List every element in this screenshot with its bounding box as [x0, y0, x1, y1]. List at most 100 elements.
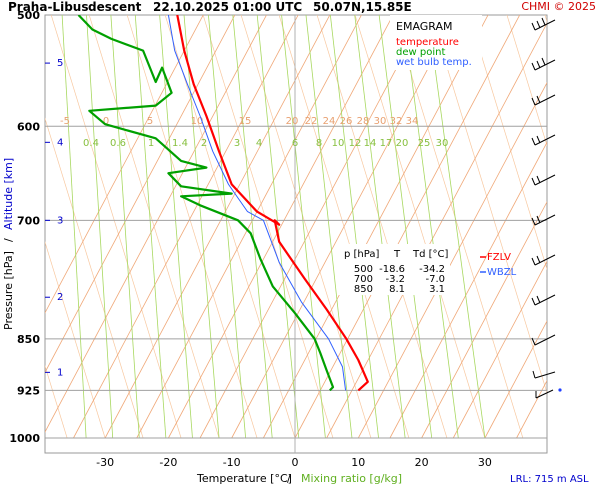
lrl-label: LRL: 715 m ASL: [510, 474, 589, 485]
dry-adiabat: [50, 15, 182, 439]
table-cell: 8.1: [389, 284, 405, 295]
table-cell: -7.0: [425, 274, 445, 285]
table-cell: -18.6: [379, 264, 405, 275]
mixing-ratio-label: 1.4: [172, 138, 188, 149]
mixing-ratio-line: [354, 15, 406, 439]
isotherm-line: [45, 15, 267, 433]
isotherm-line: [262, 15, 489, 439]
legend-title: EMAGRAM: [396, 20, 453, 33]
header-mode: descent: [88, 0, 142, 14]
plot-frame: [44, 14, 548, 454]
dry-adiabat: [45, 241, 106, 439]
mixing-ratio-label: 0.6: [110, 138, 126, 149]
pressure-tick-label: 850: [17, 333, 40, 346]
ylabel-pressure: Pressure [hPa]: [2, 251, 15, 330]
dry-adiabat: [468, 15, 547, 271]
table-cell: -34.2: [419, 264, 445, 275]
mixing-ratio-line: [208, 15, 247, 439]
pressure-tick-label: 925: [17, 384, 40, 397]
isotherm-line: [199, 15, 426, 439]
wind-barb: [531, 254, 556, 266]
isotherm-line: [294, 15, 521, 439]
temperature-tick-label: 20: [415, 456, 429, 469]
temperature-tick-label: -10: [223, 456, 241, 469]
wind-barb: [531, 134, 556, 146]
temperature-tick-label: 0: [292, 456, 299, 469]
table-header-t: T: [393, 249, 401, 260]
table-cell: 700: [354, 274, 373, 285]
mixing-ratio-line: [256, 15, 300, 439]
header-station: Praha-Libus: [8, 0, 88, 14]
wind-barb: [531, 57, 556, 71]
mixing-ratio-line: [134, 15, 167, 439]
isotherm-line: [326, 22, 547, 439]
isotherm-label: 26: [340, 116, 353, 127]
mixing-ratio-label: 8: [316, 138, 322, 149]
dry-adiabat: [316, 15, 448, 439]
isotherm-label: 15: [239, 116, 252, 127]
xlabel-sep: /: [287, 472, 291, 485]
mixing-ratio-label: 2: [201, 138, 207, 149]
temperature-tick-label: 30: [478, 456, 492, 469]
mixing-ratio-line: [183, 15, 220, 439]
wind-barb: [531, 334, 556, 346]
isotherm-line: [45, 15, 204, 314]
temperature-tick-label: 10: [351, 456, 365, 469]
legend: EMAGRAM temperature dew point wet bulb t…: [390, 15, 482, 70]
dry-adiabat: [430, 15, 547, 395]
mixing-ratio-label: 3: [234, 138, 240, 149]
isolines: [45, 5, 600, 439]
isotherm-label: 32: [390, 116, 403, 127]
wind-barb: [531, 214, 556, 226]
dry-adiabat: [88, 15, 220, 439]
mixing-ratio-line: [403, 15, 459, 439]
isotherm-line: [421, 201, 547, 439]
isotherm-line: [389, 141, 547, 439]
temperature-tick-label: -30: [96, 456, 114, 469]
pressure-tick-label: 600: [17, 120, 40, 133]
dry-adiabat: [45, 117, 144, 439]
pressure-tick-label: 1000: [9, 432, 40, 445]
mixing-ratio-label: 12: [349, 138, 362, 149]
mixing-ratio-label: 6: [292, 138, 298, 149]
xlabel-mixing-ratio: Mixing ratio [g/kg]: [301, 472, 402, 485]
isotherm-line: [231, 15, 457, 439]
isotherm-line: [548, 5, 600, 438]
mixing-ratio-label: 4: [256, 138, 262, 149]
mixing-ratio-line: [232, 15, 273, 439]
table-cell: 850: [354, 284, 373, 295]
legend-wet-bulb: wet bulb temp.: [396, 57, 472, 68]
legend-dew-point: dew point: [396, 47, 445, 58]
mixing-ratio-line: [86, 15, 114, 439]
isotherm-label: 30: [374, 116, 387, 127]
isotherm-label: 28: [357, 116, 370, 127]
altitude-tick-label: 3: [57, 215, 63, 226]
altitude-tick-label: 5: [57, 58, 63, 69]
level-table-box: [338, 244, 450, 295]
isotherm-line: [168, 15, 394, 439]
table-header-p: p [hPa]: [344, 249, 379, 260]
copyright: CHMI © 2025: [521, 0, 596, 13]
legend-box: [390, 15, 482, 70]
wind-barb: [535, 388, 562, 399]
legend-temperature: temperature: [396, 37, 459, 48]
mixing-ratio-label: 14: [364, 138, 377, 149]
mixing-ratio-label: 10: [332, 138, 345, 149]
isotherm-label: 24: [323, 116, 336, 127]
profile-dew-point: [77, 15, 335, 392]
isotherm-label: 10: [191, 116, 204, 127]
wbzl-label: WBZL: [487, 267, 517, 278]
level-table: p [hPa] T Td [°C] 500 -18.6 -34.2 700 -3…: [338, 244, 450, 295]
header-datetime: 22.10.2025 01:00 UTC: [153, 0, 302, 14]
mixing-ratio-label: 20: [396, 138, 409, 149]
mixing-ratio-label: 17: [380, 138, 393, 149]
mixing-ratio-line: [61, 15, 87, 439]
fzlv-label: FZLV: [487, 252, 511, 263]
isotherm-line: [580, 5, 600, 438]
ylabel-sep: /: [2, 238, 15, 242]
table-cell: 500: [354, 264, 373, 275]
profile-temperature: [176, 15, 369, 392]
isotherm-label: 0: [103, 116, 109, 127]
